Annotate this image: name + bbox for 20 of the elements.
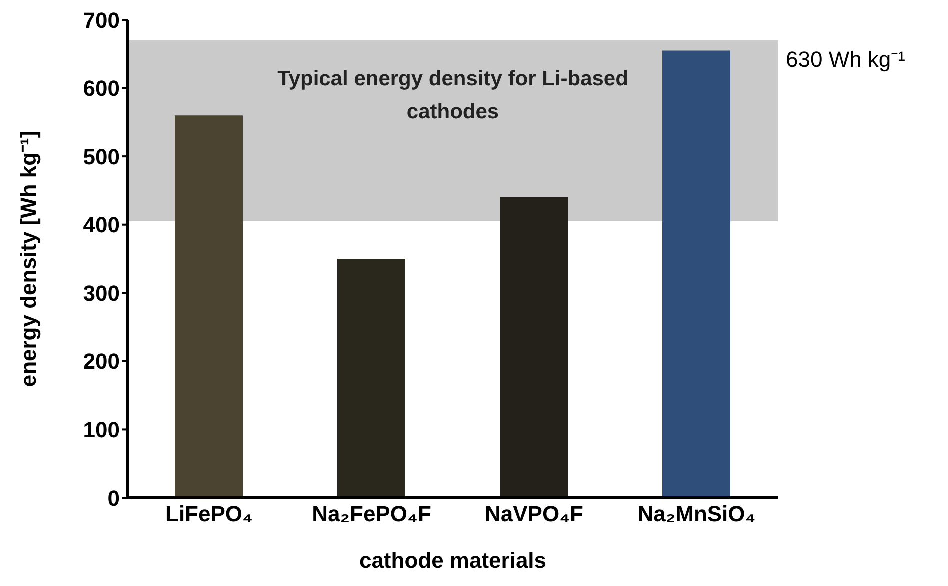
- bar: [338, 259, 406, 498]
- x-tick-label: NaVPO₄F: [484, 502, 584, 527]
- y-tick-label: 600: [83, 76, 120, 102]
- x-axis-title: cathode materials: [359, 548, 547, 573]
- band-label: Typical energy density for Li-based cathodes: [278, 67, 628, 124]
- x-tick-label: Na₂FePO₄F: [312, 502, 432, 527]
- text: 630 Wh kg⁻¹: [786, 46, 906, 73]
- y-tick-label: 500: [83, 144, 120, 170]
- y-tick-label: 0: [108, 486, 120, 511]
- y-tick-label: 100: [83, 418, 120, 443]
- bar: [500, 198, 568, 498]
- y-tick-label: 200: [83, 349, 120, 374]
- y-tick-label: 400: [83, 212, 120, 238]
- bar: [175, 116, 243, 498]
- y-tick-label: 700: [83, 8, 120, 33]
- y-axis-title: energy density [Wh kg⁻¹]: [16, 130, 41, 388]
- x-tick-label: LiFePO₄: [166, 502, 253, 527]
- x-tick-label: Na₂MnSiO₄: [638, 502, 756, 527]
- bar: [662, 50, 730, 498]
- y-tick-label: 300: [83, 280, 120, 306]
